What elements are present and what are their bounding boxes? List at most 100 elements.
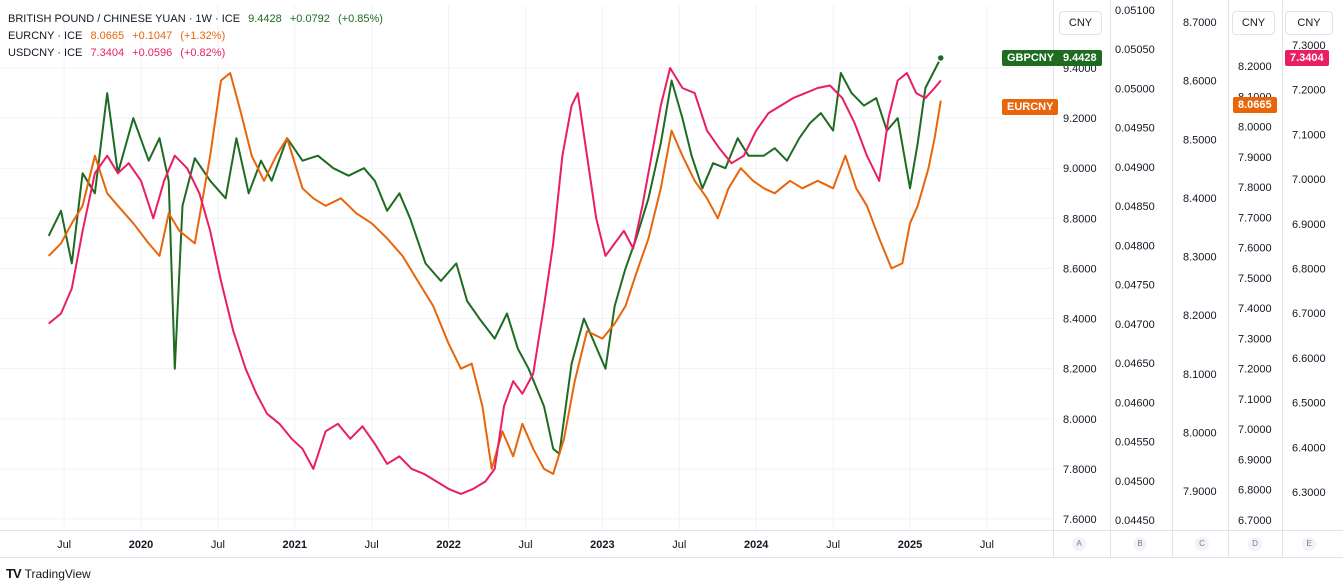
series-line-eurcny: [47, 72, 942, 475]
usdcny-axis-tag: 7.3404: [1285, 50, 1329, 66]
y-tick-label-d: 7.1000: [1238, 394, 1272, 406]
tradingview-logo-icon: TV: [6, 566, 22, 581]
y-tick-label-d: 7.4000: [1238, 303, 1272, 315]
y-tick-label-e: 6.8000: [1292, 264, 1326, 276]
y-tick-label-c: 8.7000: [1183, 17, 1217, 29]
y-tick-label-e: 6.7000: [1292, 308, 1326, 320]
legend-last: 9.4428: [248, 13, 282, 25]
y-tick-label-e: 7.3000: [1292, 40, 1326, 52]
legend-change: +0.0596: [132, 47, 173, 59]
y-tick-label-b: 0.04800: [1115, 240, 1155, 252]
legend-last: 8.0665: [90, 30, 125, 42]
x-tick-label: 2020: [129, 539, 153, 551]
currency-scale-button-e[interactable]: CNY: [1285, 11, 1333, 35]
y-tick-label-c: 8.3000: [1183, 252, 1217, 264]
y-tick-label-a: 9.2000: [1063, 113, 1097, 125]
legend-row-eurcny[interactable]: EURCNY · ICE 8.0665 +0.1047 (+1.32%): [8, 28, 383, 45]
x-tick-label: 2024: [744, 539, 769, 551]
legend-row-usdcny[interactable]: USDCNY · ICE 7.3404 +0.0596 (+0.82%): [8, 45, 383, 62]
y-tick-label-b: 0.05050: [1115, 44, 1155, 56]
legend-symbol: USDCNY · ICE: [8, 47, 83, 59]
y-tick-label-a: 8.0000: [1063, 414, 1097, 426]
y-tick-label-d: 6.8000: [1238, 485, 1272, 497]
y-tick-label-e: 6.6000: [1292, 353, 1326, 365]
y-tick-label-e: 7.2000: [1292, 85, 1326, 97]
y-tick-label-e: 6.5000: [1292, 398, 1326, 410]
axis-label-c[interactable]: C: [1195, 537, 1209, 551]
x-tick-label: Jul: [518, 539, 532, 551]
legend-pct: (+1.32%): [180, 30, 226, 42]
y-tick-label-d: 7.7000: [1238, 212, 1272, 224]
y-tick-label-d: 7.2000: [1238, 364, 1272, 376]
y-tick-label-e: 6.3000: [1292, 487, 1326, 499]
x-tick-label: Jul: [672, 539, 686, 551]
x-tick-label: 2022: [436, 539, 460, 551]
last-point-marker: [936, 53, 946, 63]
y-tick-label-d: 7.8000: [1238, 182, 1272, 194]
y-tick-label-b: 0.05100: [1115, 5, 1155, 17]
y-tick-label-c: 8.5000: [1183, 134, 1217, 146]
x-tick-label: Jul: [211, 539, 225, 551]
axis-label-b[interactable]: B: [1133, 537, 1147, 551]
series-line-gbpcny: [47, 57, 942, 455]
eurcny-axis-tag: 8.0665: [1233, 97, 1277, 113]
y-tick-label-c: 8.2000: [1183, 310, 1217, 322]
y-tick-label-a: 7.6000: [1063, 514, 1097, 526]
chart-legend: BRITISH POUND / CHINESE YUAN · 1W · ICE …: [8, 11, 383, 62]
gbpcny-tag-value: 9.4428: [1062, 52, 1097, 64]
y-tick-label-b: 0.05000: [1115, 83, 1155, 95]
y-tick-label-d: 7.6000: [1238, 243, 1272, 255]
y-tick-label-a: 7.8000: [1063, 464, 1097, 476]
y-tick-label-c: 7.9000: [1183, 486, 1217, 498]
x-tick-label: 2025: [898, 539, 922, 551]
y-tick-label-c: 8.6000: [1183, 76, 1217, 88]
legend-symbol: EURCNY · ICE: [8, 30, 83, 42]
legend-pct: (+0.82%): [180, 47, 226, 59]
gbpcny-price-tag: GBPCNY 9.4428: [1002, 50, 1102, 66]
legend-row-gbpcny[interactable]: BRITISH POUND / CHINESE YUAN · 1W · ICE …: [8, 11, 383, 28]
y-tick-label-d: 7.5000: [1238, 273, 1272, 285]
y-tick-label-b: 0.04900: [1115, 162, 1155, 174]
y-tick-label-b: 0.04600: [1115, 397, 1155, 409]
y-tick-label-e: 7.1000: [1292, 129, 1326, 141]
y-tick-label-b: 0.04500: [1115, 476, 1155, 488]
y-tick-label-a: 8.4000: [1063, 314, 1097, 326]
y-tick-label-d: 7.9000: [1238, 152, 1272, 164]
eurcny-price-tag: EURCNY: [1002, 99, 1059, 115]
y-tick-label-b: 0.04650: [1115, 358, 1155, 370]
legend-change: +0.0792: [289, 13, 330, 25]
x-tick-label: 2021: [283, 539, 307, 551]
y-tick-label-d: 6.9000: [1238, 454, 1272, 466]
legend-symbol: BRITISH POUND / CHINESE YUAN · 1W · ICE: [8, 13, 241, 25]
x-tick-label: Jul: [57, 539, 71, 551]
y-tick-label-b: 0.04850: [1115, 201, 1155, 213]
y-tick-label-a: 8.2000: [1063, 364, 1097, 376]
y-tick-label-d: 7.0000: [1238, 424, 1272, 436]
y-tick-label-b: 0.04950: [1115, 123, 1155, 135]
x-tick-label: Jul: [980, 539, 994, 551]
y-tick-label-d: 8.0000: [1238, 122, 1272, 134]
x-tick-label: Jul: [826, 539, 840, 551]
y-tick-label-b: 0.04700: [1115, 319, 1155, 331]
y-tick-label-b: 0.04450: [1115, 515, 1155, 527]
y-tick-label-a: 9.4000: [1063, 63, 1097, 75]
y-tick-label-b: 0.04750: [1115, 280, 1155, 292]
branding[interactable]: TV TradingView: [6, 566, 91, 581]
x-tick-label: 2023: [590, 539, 614, 551]
currency-scale-button-d[interactable]: CNY: [1232, 11, 1275, 35]
y-tick-label-e: 6.4000: [1292, 442, 1326, 454]
x-tick-label: Jul: [365, 539, 379, 551]
legend-last: 7.3404: [90, 47, 125, 59]
series-line-usdcny: [48, 67, 942, 495]
axis-label-e[interactable]: E: [1302, 537, 1316, 551]
legend-change: +0.1047: [132, 30, 173, 42]
currency-scale-button-a[interactable]: CNY: [1059, 11, 1102, 35]
y-tick-label-c: 8.1000: [1183, 369, 1217, 381]
axis-label-d[interactable]: D: [1248, 537, 1262, 551]
y-tick-label-e: 7.0000: [1292, 174, 1326, 186]
gbpcny-tag-label: GBPCNY: [1007, 52, 1054, 64]
y-tick-label-a: 8.8000: [1063, 213, 1097, 225]
y-tick-label-d: 6.7000: [1238, 515, 1272, 527]
axis-label-a[interactable]: A: [1072, 537, 1086, 551]
